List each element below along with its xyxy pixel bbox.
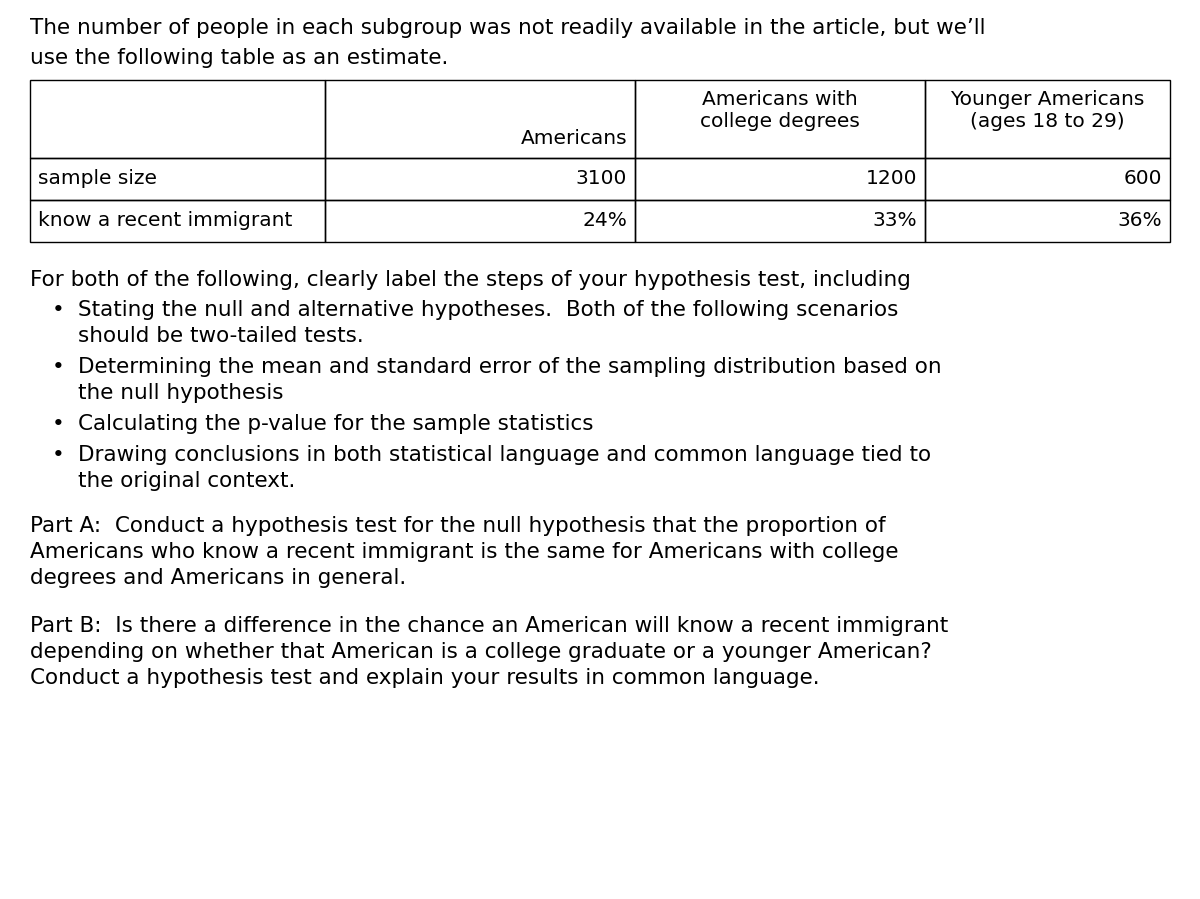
Text: Part A:  Conduct a hypothesis test for the null hypothesis that the proportion o: Part A: Conduct a hypothesis test for th… [30, 516, 886, 536]
Text: Part B:  Is there a difference in the chance an American will know a recent immi: Part B: Is there a difference in the cha… [30, 616, 948, 636]
Text: Conduct a hypothesis test and explain your results in common language.: Conduct a hypothesis test and explain yo… [30, 668, 820, 688]
Text: Younger Americans: Younger Americans [950, 90, 1145, 109]
Text: 33%: 33% [872, 211, 917, 230]
Bar [635, 158, 925, 200]
Text: •: • [52, 300, 65, 320]
Text: Americans with: Americans with [702, 90, 858, 109]
Bar [925, 200, 1170, 242]
Text: Drawing conclusions in both statistical language and common language tied to: Drawing conclusions in both statistical … [78, 445, 931, 465]
Text: depending on whether that American is a college graduate or a younger American?: depending on whether that American is a … [30, 642, 931, 662]
Text: degrees and Americans in general.: degrees and Americans in general. [30, 568, 407, 588]
Bar [325, 200, 635, 242]
Bar [635, 200, 925, 242]
Text: Calculating the p-value for the sample statistics: Calculating the p-value for the sample s… [78, 414, 594, 434]
Text: Americans: Americans [521, 129, 628, 148]
Text: 600: 600 [1123, 170, 1162, 189]
Text: 36%: 36% [1117, 211, 1162, 230]
Bar [30, 200, 325, 242]
Text: 24%: 24% [582, 211, 628, 230]
Text: (ages 18 to 29): (ages 18 to 29) [970, 112, 1124, 131]
Bar [30, 80, 325, 158]
Text: Determining the mean and standard error of the sampling distribution based on: Determining the mean and standard error … [78, 357, 942, 377]
Text: 3100: 3100 [576, 170, 628, 189]
Text: The number of people in each subgroup was not readily available in the article, : The number of people in each subgroup wa… [30, 18, 985, 38]
Text: sample size: sample size [38, 170, 157, 189]
Text: 1200: 1200 [865, 170, 917, 189]
Text: know a recent immigrant: know a recent immigrant [38, 211, 293, 230]
Text: college degrees: college degrees [700, 112, 860, 131]
Bar [635, 80, 925, 158]
Text: the original context.: the original context. [78, 471, 295, 491]
Text: Stating the null and alternative hypotheses.  Both of the following scenarios: Stating the null and alternative hypothe… [78, 300, 899, 320]
Bar [925, 158, 1170, 200]
Bar [325, 80, 635, 158]
Bar [925, 80, 1170, 158]
Text: use the following table as an estimate.: use the following table as an estimate. [30, 48, 449, 68]
Text: Americans who know a recent immigrant is the same for Americans with college: Americans who know a recent immigrant is… [30, 542, 899, 562]
Bar [325, 158, 635, 200]
Text: For both of the following, clearly label the steps of your hypothesis test, incl: For both of the following, clearly label… [30, 270, 911, 290]
Text: •: • [52, 414, 65, 434]
Text: should be two-tailed tests.: should be two-tailed tests. [78, 326, 364, 346]
Text: •: • [52, 357, 65, 377]
Text: •: • [52, 445, 65, 465]
Text: the null hypothesis: the null hypothesis [78, 383, 283, 403]
Bar [30, 158, 325, 200]
